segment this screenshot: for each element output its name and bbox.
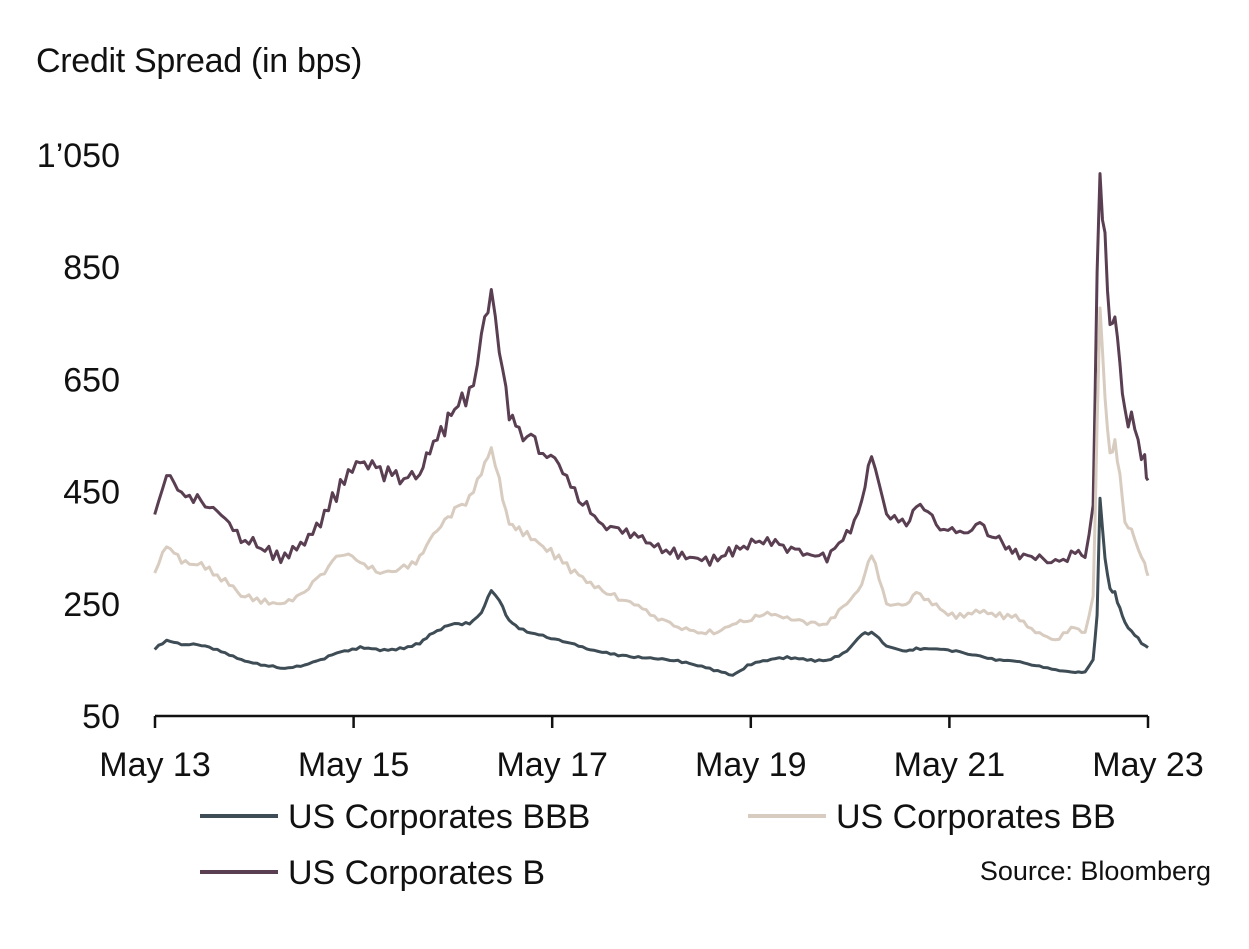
x-tick-label: May 15 [298,746,410,784]
y-tick-label: 450 [63,474,120,512]
chart-title: Credit Spread (in bps) [36,42,362,80]
source-note: Source: Bloomberg [979,856,1211,886]
series-lines-layer [153,172,1150,677]
series-line-us-corporates-bbb [153,496,1149,677]
y-tick-label: 1’050 [37,137,120,175]
legend-label: US Corporates BB [836,798,1116,836]
legend: US Corporates BBB US Corporates BB US Corp… [200,798,1116,892]
legend-label: US Corporates BBB [288,798,590,836]
x-tick-label: May 21 [894,746,1006,784]
x-tick-label: May 19 [695,746,807,784]
series-line-us-corporates-b [153,172,1150,567]
legend-label: US Corporates B [288,854,545,892]
y-tick-label: 250 [63,586,120,624]
series-line-us-corporates-bb [153,306,1150,642]
y-tick-label: 50 [82,698,120,736]
y-tick-label: 850 [63,249,120,287]
x-tick-label: May 23 [1092,746,1204,784]
axes-layer: May 13 May 15 May 17 May 19 May 21 May 23 50 25… [37,137,1204,784]
x-tick-label: May 17 [496,746,608,784]
y-tick-label: 650 [63,361,120,399]
x-tick-label: May 13 [99,746,211,784]
